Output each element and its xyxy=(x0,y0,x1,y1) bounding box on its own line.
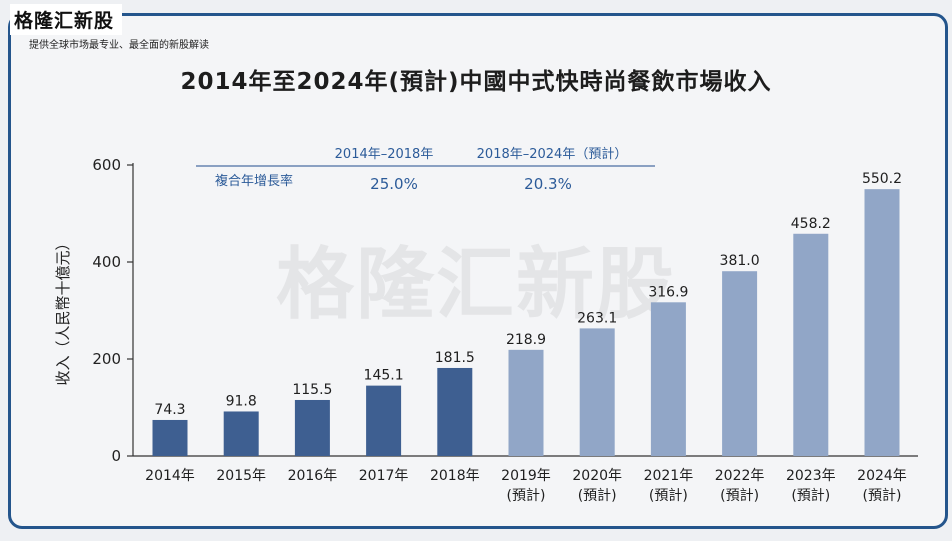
data-label: 218.9 xyxy=(506,332,546,348)
cagr-rate-1: 25.0% xyxy=(370,175,418,193)
bar xyxy=(366,385,402,456)
x-tick-label: (預計) xyxy=(720,488,759,504)
y-tick-label: 600 xyxy=(92,156,121,174)
data-label: 381.0 xyxy=(720,253,760,269)
x-tick-label: (預計) xyxy=(863,488,902,504)
cagr-period-1: 2014年–2018年 xyxy=(335,147,434,162)
bar xyxy=(650,302,686,456)
x-tick-label: 2015年 xyxy=(216,468,266,484)
x-tick-label: (預計) xyxy=(649,488,688,504)
cagr-period-2: 2018年–2024年（預計） xyxy=(477,146,628,162)
data-label: 145.1 xyxy=(364,368,404,384)
bar xyxy=(437,367,473,456)
data-label: 550.2 xyxy=(862,171,902,187)
data-label: 115.5 xyxy=(292,382,332,398)
bar xyxy=(864,189,900,456)
y-axis-label: 收入（人民幣十億元） xyxy=(54,235,72,385)
x-tick-label: 2014年 xyxy=(145,468,195,484)
watermark: 格隆汇新股 xyxy=(276,239,677,330)
data-label: 316.9 xyxy=(648,284,688,300)
data-label: 263.1 xyxy=(577,310,617,326)
bar xyxy=(223,411,259,456)
bar xyxy=(508,349,544,456)
brand-logo: 格隆汇新股 xyxy=(10,4,123,35)
data-label: 181.5 xyxy=(435,350,475,366)
data-label: 74.3 xyxy=(154,402,185,418)
x-tick-label: 2018年 xyxy=(430,468,480,484)
y-tick-label: 400 xyxy=(92,253,121,271)
y-tick-label: 200 xyxy=(92,350,121,368)
brand-tagline: 提供全球市场最专业、最全面的新股解读 xyxy=(29,40,209,51)
y-tick-label: 0 xyxy=(111,447,121,465)
data-label: 91.8 xyxy=(226,393,257,409)
x-tick-label: 2023年 xyxy=(786,468,836,484)
bar xyxy=(579,328,615,456)
x-tick-label: (預計) xyxy=(791,488,830,504)
cagr-label: 複合年增長率 xyxy=(215,173,293,189)
x-tick-label: 2022年 xyxy=(715,468,765,484)
cagr-rate-2: 20.3% xyxy=(524,175,572,193)
data-label: 458.2 xyxy=(791,216,831,232)
x-tick-label: 2024年 xyxy=(857,468,907,484)
bar xyxy=(722,271,758,456)
x-tick-label: 2019年 xyxy=(501,468,551,484)
bar xyxy=(793,233,829,456)
x-tick-label: 2020年 xyxy=(572,468,622,484)
x-tick-label: (預計) xyxy=(507,488,546,504)
bar xyxy=(294,399,330,456)
chart-title: 2014年至2024年(預計)中國中式快時尚餐飲市場收入 xyxy=(180,69,772,95)
bar xyxy=(152,419,188,456)
x-tick-label: (預計) xyxy=(578,488,617,504)
x-tick-label: 2016年 xyxy=(288,468,338,484)
x-tick-label: 2021年 xyxy=(644,468,694,484)
x-tick-label: 2017年 xyxy=(359,468,409,484)
